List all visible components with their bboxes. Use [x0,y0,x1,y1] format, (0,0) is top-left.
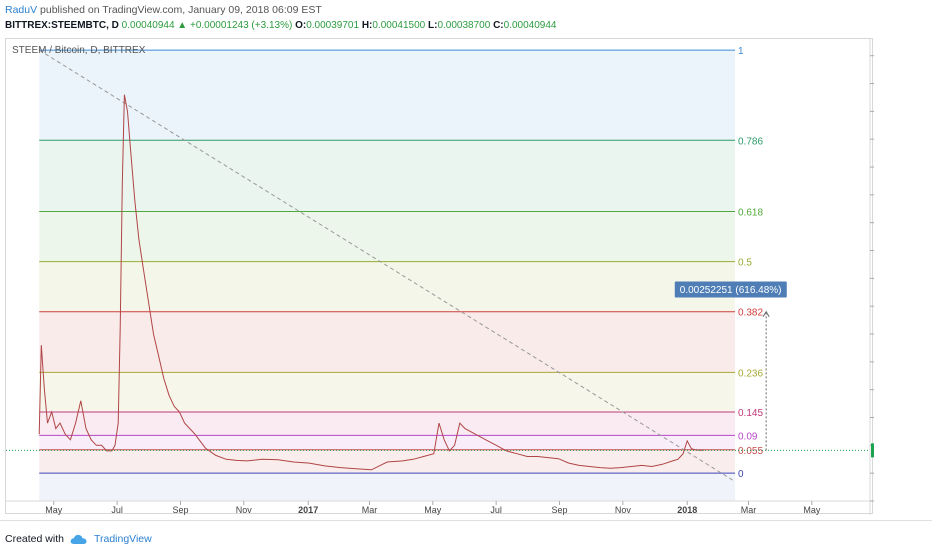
fib-level-label: 0.055 [738,446,763,457]
fib-level-label: 1 [738,46,744,57]
low-value: 0.00038700 [437,20,491,31]
fib-level-label: 0.145 [738,408,763,419]
x-tick-label: Mar [362,505,378,515]
tradingview-cloud-icon [70,534,87,544]
price-tag-box [871,443,874,458]
price-line [38,94,704,471]
fib-level-label: 0.382 [738,308,763,319]
footer-divider [0,520,932,521]
close-label: C: [493,20,504,31]
x-tick-label: 2017 [298,505,318,515]
fib-band [39,372,735,412]
published-text: published on TradingView.com, January 09… [40,4,322,16]
measure-label-box [674,281,787,298]
footer: Created with TradingView [5,533,152,545]
fib-band [39,140,735,212]
low-label: L: [428,20,438,31]
symbol-label[interactable]: BITTREX:STEEMBTC, D [5,20,119,31]
close-value: 0.00040944 [503,20,557,31]
high-value: 0.00041500 [372,20,426,31]
open-label: O: [295,20,307,31]
fib-band [39,449,735,474]
x-tick-label: May [803,505,821,515]
symbol-ohlc-bar: BITTREX:STEEMBTC, D 0.00040944 ▲ +0.0000… [5,20,556,31]
x-tick-label: Sep [551,505,567,515]
chart-title: STEEM / Bitcoin, D, BITTREX [12,45,146,56]
fib-band [39,50,735,141]
fib-band [39,473,735,501]
created-with-text: Created with [5,533,64,545]
fib-level-label: 0 [738,469,744,480]
chart-svg[interactable]: 1 0.786 0.618 0.5 0.382 0.236 0.145 0.09 0.055 0 0… [6,39,874,515]
x-tick-label: Jul [490,505,502,515]
fib-band [39,311,735,373]
fib-band [39,435,735,450]
up-arrow-icon: ▲ [177,20,188,31]
fib-band [39,261,735,312]
fib-level-label: 0.786 [738,136,763,147]
high-label: H: [361,20,373,31]
fib-level-label: 0.09 [738,431,758,442]
x-tick-label: Jul [111,505,123,515]
fib-level-label: 0.5 [738,258,752,269]
chart-area[interactable]: 1 0.786 0.618 0.5 0.382 0.236 0.145 0.09 0.055 0 0… [5,38,874,515]
x-tick-label: 2018 [677,505,697,515]
measure-arrow-icon [762,310,770,318]
price-change: +0.00001243 (+3.13%) [189,20,293,31]
author-link[interactable]: RaduV [5,4,38,16]
fib-level-label: 0.618 [738,208,763,219]
open-value: 0.00039701 [306,20,360,31]
x-tick-label: May [424,505,442,515]
last-price: 0.00040944 [121,20,175,31]
x-tick-label: Sep [172,505,188,515]
x-tick-label: Nov [236,505,253,515]
fib-band [39,411,735,436]
fib-level-label: 0.236 [738,368,763,379]
measure-label: 0.00252251 (616.48%) [680,285,782,296]
publish-info: RaduV published on TradingView.com, Janu… [5,4,322,16]
fib-band [39,211,735,262]
x-tick-label: Nov [615,505,632,515]
tradingview-link[interactable]: TradingView [93,533,152,545]
x-tick-label: May [45,505,63,515]
fib-trend-line [38,49,736,482]
x-tick-label: Mar [741,505,757,515]
